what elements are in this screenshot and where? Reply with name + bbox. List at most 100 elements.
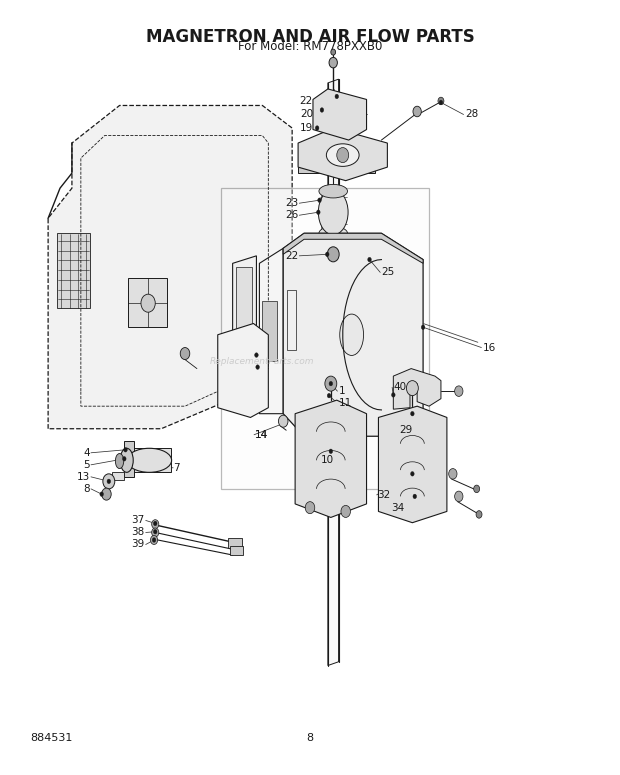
Text: 8: 8: [83, 484, 90, 494]
Circle shape: [335, 95, 339, 98]
Bar: [288, 290, 296, 350]
Circle shape: [454, 386, 463, 396]
Text: 14: 14: [255, 430, 268, 439]
Circle shape: [413, 494, 417, 498]
Circle shape: [341, 505, 350, 518]
Circle shape: [152, 520, 159, 529]
Bar: [228, 539, 242, 547]
Ellipse shape: [115, 453, 124, 469]
Circle shape: [392, 393, 395, 397]
Circle shape: [438, 97, 444, 105]
Circle shape: [317, 210, 320, 215]
Bar: [229, 546, 243, 555]
Circle shape: [107, 479, 110, 484]
Text: 23: 23: [285, 198, 298, 208]
Text: 32: 32: [377, 490, 390, 500]
Circle shape: [320, 108, 324, 112]
Text: 5: 5: [83, 460, 90, 470]
Bar: [128, 278, 167, 327]
Polygon shape: [393, 369, 441, 409]
Circle shape: [305, 501, 315, 514]
Text: 40: 40: [393, 382, 407, 392]
Text: 19: 19: [299, 123, 313, 133]
Text: 13: 13: [76, 472, 90, 482]
Circle shape: [325, 376, 337, 391]
Circle shape: [329, 57, 337, 68]
Circle shape: [329, 381, 332, 386]
Ellipse shape: [120, 448, 133, 472]
Polygon shape: [283, 233, 423, 436]
Text: 8: 8: [306, 733, 314, 743]
Bar: [298, 167, 376, 173]
Circle shape: [124, 447, 127, 452]
Text: 22: 22: [285, 251, 298, 261]
Circle shape: [154, 522, 157, 525]
Text: 17: 17: [232, 368, 246, 378]
Polygon shape: [283, 233, 423, 264]
Circle shape: [413, 106, 422, 117]
Text: 39: 39: [131, 539, 144, 549]
Circle shape: [100, 492, 104, 496]
Polygon shape: [221, 188, 429, 489]
Ellipse shape: [319, 184, 347, 198]
Bar: [262, 301, 277, 361]
Ellipse shape: [340, 314, 363, 356]
Text: For Model: RM778PXXB0: For Model: RM778PXXB0: [238, 40, 382, 53]
Circle shape: [449, 469, 457, 479]
Circle shape: [103, 474, 115, 489]
Text: 884531: 884531: [30, 733, 73, 743]
Text: 8: 8: [239, 356, 246, 366]
Circle shape: [439, 100, 443, 105]
Polygon shape: [218, 323, 268, 418]
Bar: [236, 267, 252, 398]
Ellipse shape: [318, 190, 348, 235]
Bar: [57, 233, 90, 308]
Bar: [112, 472, 124, 480]
Text: 14: 14: [255, 430, 268, 439]
Text: 20: 20: [300, 109, 313, 119]
Circle shape: [454, 491, 463, 501]
Circle shape: [407, 381, 419, 396]
Text: 28: 28: [465, 109, 478, 119]
Text: 25: 25: [381, 267, 395, 277]
Circle shape: [326, 252, 329, 257]
Text: 26: 26: [285, 210, 298, 220]
Circle shape: [474, 485, 480, 493]
Text: 11: 11: [339, 398, 352, 408]
Circle shape: [255, 353, 258, 357]
Text: 37: 37: [131, 515, 144, 525]
Circle shape: [153, 538, 156, 542]
Circle shape: [410, 412, 414, 416]
Polygon shape: [298, 128, 388, 181]
Ellipse shape: [127, 448, 172, 472]
Text: 7: 7: [173, 463, 180, 473]
Bar: [124, 441, 134, 477]
Polygon shape: [232, 256, 257, 406]
Circle shape: [180, 347, 190, 360]
Circle shape: [331, 49, 335, 55]
Polygon shape: [313, 89, 366, 140]
Circle shape: [476, 511, 482, 518]
Circle shape: [123, 456, 126, 461]
Circle shape: [317, 198, 321, 202]
Circle shape: [152, 528, 159, 537]
Text: 1: 1: [339, 386, 345, 396]
Text: 22: 22: [299, 96, 313, 106]
Circle shape: [154, 529, 157, 534]
Circle shape: [141, 294, 155, 312]
Ellipse shape: [319, 226, 347, 240]
Circle shape: [316, 126, 319, 130]
Circle shape: [278, 415, 288, 427]
Text: 34: 34: [391, 504, 404, 513]
Bar: [126, 448, 170, 472]
Polygon shape: [48, 105, 292, 429]
Text: 29: 29: [399, 425, 412, 436]
Ellipse shape: [326, 144, 359, 167]
Circle shape: [337, 147, 348, 163]
Circle shape: [329, 449, 332, 453]
Text: 4: 4: [83, 448, 90, 458]
Text: 10: 10: [321, 455, 334, 465]
Polygon shape: [328, 79, 339, 666]
Circle shape: [368, 257, 371, 262]
Polygon shape: [295, 400, 366, 518]
